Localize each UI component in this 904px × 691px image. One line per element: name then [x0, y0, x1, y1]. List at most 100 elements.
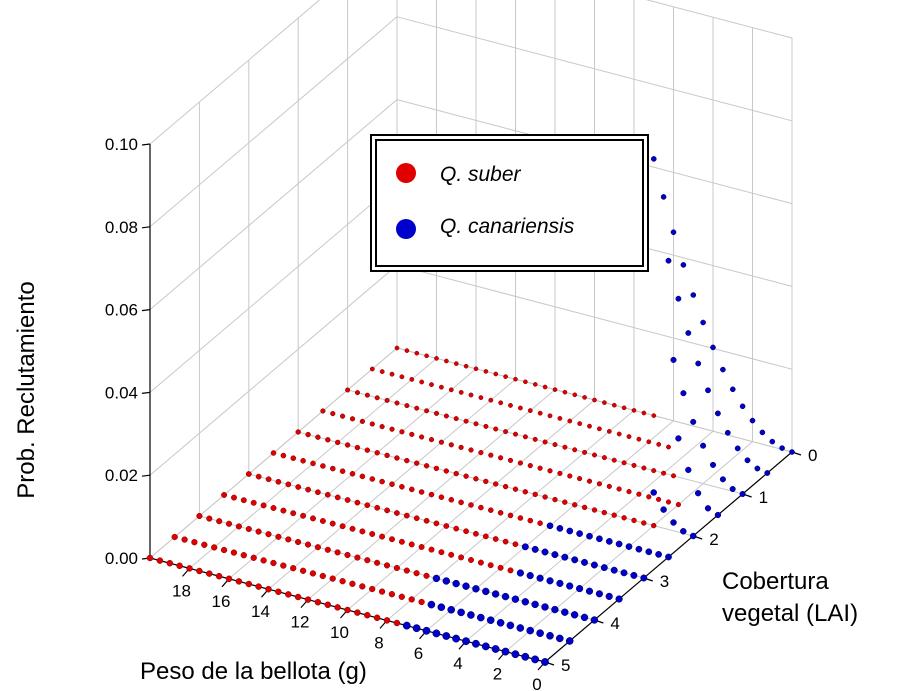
- data-point-q-suber: [359, 473, 366, 480]
- data-point-q-canariensis: [744, 457, 751, 464]
- data-point-q-canariensis: [412, 624, 421, 633]
- data-point-q-canariensis: [670, 519, 677, 526]
- data-point-q-canariensis: [506, 621, 515, 630]
- data-point-q-suber: [393, 619, 401, 627]
- data-point-q-canariensis: [511, 650, 520, 659]
- data-point-q-suber: [646, 439, 652, 445]
- data-point-q-suber: [602, 400, 607, 405]
- data-point-q-suber: [517, 460, 524, 466]
- data-point-q-suber: [577, 421, 583, 427]
- data-point-q-canariensis: [521, 652, 530, 661]
- data-point-q-canariensis: [694, 490, 702, 497]
- data-point-q-suber: [275, 533, 282, 540]
- data-point-q-suber: [181, 536, 188, 543]
- data-point-q-suber: [507, 457, 514, 463]
- grid-line-back-z: [645, 0, 793, 39]
- data-point-q-suber: [280, 507, 287, 514]
- data-point-q-suber: [448, 497, 455, 503]
- data-point-q-suber: [364, 392, 370, 398]
- data-point-q-suber: [463, 418, 469, 424]
- data-point-q-canariensis: [779, 445, 785, 451]
- data-point-q-suber: [508, 402, 513, 408]
- legend-marker-q-suber: [396, 163, 416, 183]
- data-point-q-suber: [344, 497, 351, 503]
- data-point-q-suber: [176, 562, 183, 570]
- data-point-q-canariensis: [729, 485, 736, 493]
- data-point-q-suber: [196, 567, 203, 575]
- data-point-q-suber: [334, 604, 341, 611]
- data-point-q-suber: [656, 496, 662, 502]
- data-point-q-suber: [587, 423, 592, 429]
- data-point-q-suber: [384, 507, 390, 514]
- data-point-q-suber: [255, 528, 262, 535]
- data-point-q-suber: [413, 570, 420, 577]
- data-point-q-canariensis: [447, 605, 456, 614]
- data-point-q-suber: [641, 465, 647, 471]
- data-point-q-suber: [621, 460, 627, 466]
- data-point-q-canariensis: [476, 613, 485, 622]
- z-tick-label: 0.04: [105, 383, 138, 402]
- x-tick-label: 0: [532, 675, 541, 691]
- data-point-q-canariensis: [432, 574, 441, 583]
- data-point-q-suber: [621, 405, 627, 411]
- data-point-q-canariensis: [546, 631, 554, 640]
- data-point-q-suber: [418, 598, 425, 606]
- data-point-q-suber: [419, 434, 425, 440]
- data-point-q-suber: [582, 449, 588, 455]
- data-point-q-canariensis: [734, 445, 741, 452]
- z-tick-label: 0.08: [105, 218, 138, 237]
- data-point-q-suber: [320, 408, 326, 414]
- y-tick-label: 2: [709, 530, 718, 549]
- data-point-q-canariensis: [496, 618, 505, 627]
- data-point-q-suber: [369, 366, 375, 372]
- data-point-q-canariensis: [754, 465, 761, 472]
- data-point-q-suber: [330, 411, 336, 417]
- data-point-q-canariensis: [570, 611, 579, 619]
- data-point-q-suber: [369, 585, 376, 593]
- data-point-q-suber: [641, 520, 647, 526]
- data-point-q-suber: [478, 504, 484, 511]
- data-point-q-suber: [438, 549, 445, 556]
- data-point-q-canariensis: [719, 476, 726, 483]
- data-point-q-canariensis: [764, 470, 771, 476]
- data-point-q-suber: [384, 452, 390, 459]
- data-point-q-canariensis: [759, 429, 766, 436]
- data-point-q-suber: [502, 538, 509, 545]
- data-point-q-canariensis: [605, 538, 613, 545]
- data-point-q-suber: [394, 345, 400, 351]
- data-point-q-suber: [329, 575, 336, 582]
- data-point-q-suber: [270, 450, 277, 456]
- data-point-q-canariensis: [700, 442, 707, 449]
- data-point-q-canariensis: [585, 587, 594, 595]
- data-point-q-suber: [636, 436, 642, 442]
- data-point-q-suber: [428, 491, 435, 498]
- data-point-q-canariensis: [700, 319, 706, 326]
- data-point-q-canariensis: [555, 634, 564, 643]
- data-point-q-canariensis: [769, 438, 776, 445]
- data-point-q-canariensis: [526, 626, 535, 635]
- data-point-q-suber: [285, 536, 292, 543]
- data-point-q-canariensis: [680, 528, 687, 535]
- data-point-q-suber: [418, 489, 425, 495]
- x-tick-label: 16: [212, 592, 231, 611]
- data-point-q-canariensis: [590, 561, 598, 569]
- data-point-q-canariensis: [586, 532, 593, 540]
- data-point-q-suber: [443, 468, 449, 474]
- data-point-q-suber: [478, 395, 484, 401]
- data-point-q-canariensis: [645, 548, 653, 556]
- data-point-q-suber: [601, 455, 607, 461]
- data-point-q-suber: [364, 557, 371, 564]
- data-point-q-canariensis: [521, 543, 529, 551]
- data-point-q-suber: [374, 559, 381, 566]
- data-point-q-suber: [641, 410, 647, 416]
- data-point-q-canariensis: [402, 621, 411, 630]
- data-point-q-suber: [369, 421, 375, 427]
- data-point-q-suber: [631, 462, 637, 468]
- data-point-q-suber: [636, 491, 642, 497]
- x-axis-label: Peso de la bellota (g): [140, 658, 367, 685]
- data-point-q-canariensis: [630, 571, 638, 579]
- data-point-q-suber: [354, 444, 361, 451]
- data-point-q-suber: [275, 588, 282, 596]
- data-point-q-canariensis: [714, 410, 721, 417]
- data-point-q-canariensis: [482, 587, 490, 596]
